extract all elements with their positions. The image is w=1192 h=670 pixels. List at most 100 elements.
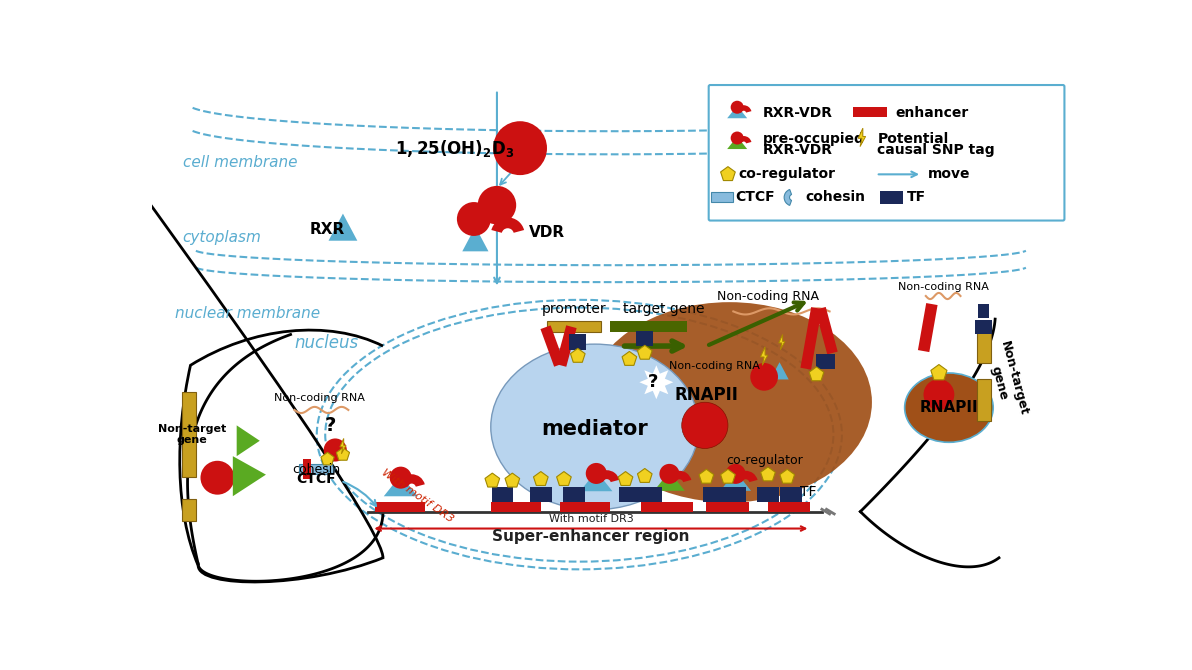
Text: ?: ? [648,373,658,391]
Text: RNAPII: RNAPII [675,385,738,403]
Text: Super-enhancer region: Super-enhancer region [492,529,690,544]
Polygon shape [858,128,865,147]
Bar [530,487,552,502]
Polygon shape [505,473,520,487]
Polygon shape [639,365,673,399]
Bar [817,354,836,369]
Text: co-regulator: co-regulator [726,454,802,467]
Wedge shape [398,474,424,486]
Bar [563,487,585,502]
Text: CTCF: CTCF [735,190,775,204]
Bar [979,304,989,318]
Text: cell membrane: cell membrane [182,155,297,170]
Circle shape [682,402,728,448]
Bar [757,487,778,502]
Polygon shape [721,167,735,181]
Text: CTCF: CTCF [296,472,336,486]
Bar [768,502,811,513]
Bar [710,192,733,202]
Text: cohesin: cohesin [805,190,865,204]
Text: co-regulator: co-regulator [739,168,836,182]
Circle shape [659,464,679,484]
Text: RNAPII: RNAPII [919,400,979,415]
Text: causal SNP tag: causal SNP tag [877,143,995,157]
Text: cytoplasm: cytoplasm [182,230,262,245]
Text: RXR: RXR [310,222,344,237]
Text: Potential: Potential [877,132,949,146]
Bar [640,487,662,502]
FancyBboxPatch shape [709,85,1064,220]
Text: Non-coding RNA: Non-coding RNA [716,290,819,303]
Text: Non-target
gene: Non-target gene [983,340,1030,421]
Text: nuclear membrane: nuclear membrane [175,306,321,320]
Polygon shape [760,347,768,365]
Text: RXR-VDR: RXR-VDR [763,143,832,157]
Bar [880,191,902,204]
Polygon shape [727,137,747,149]
Text: TF: TF [800,485,817,499]
Text: enhancer: enhancer [895,106,968,120]
Bar [781,487,802,502]
Text: Non-coding RNA: Non-coding RNA [670,361,760,371]
Polygon shape [622,352,637,365]
Text: mediator: mediator [541,419,648,440]
Polygon shape [638,468,652,482]
Wedge shape [325,454,335,474]
Bar [641,502,694,513]
Polygon shape [780,469,795,483]
Polygon shape [699,469,714,483]
Polygon shape [557,472,571,486]
Ellipse shape [491,344,699,510]
Text: With motif DR3: With motif DR3 [380,468,455,525]
Text: promoter: promoter [541,302,607,316]
Text: ?: ? [325,416,336,435]
Bar [540,326,564,366]
Wedge shape [735,105,751,113]
Polygon shape [721,469,735,483]
Circle shape [731,131,744,145]
Circle shape [457,202,491,236]
Polygon shape [931,364,946,380]
Circle shape [726,464,746,484]
Circle shape [324,438,347,462]
Bar [619,487,640,502]
Text: target gene: target gene [623,302,704,316]
Bar [182,499,195,521]
Wedge shape [784,190,791,206]
Circle shape [200,461,235,494]
Polygon shape [720,472,751,491]
Polygon shape [321,452,334,465]
Ellipse shape [905,373,993,442]
Polygon shape [760,467,775,481]
Bar [491,487,513,502]
Bar [637,331,653,346]
Polygon shape [809,367,824,381]
Polygon shape [485,473,499,487]
Polygon shape [534,472,548,486]
Wedge shape [734,471,758,482]
Polygon shape [581,471,613,491]
Polygon shape [770,362,789,379]
Circle shape [924,379,955,410]
Text: cohesin: cohesin [292,463,340,476]
Polygon shape [329,214,358,241]
Text: TF: TF [907,190,926,204]
Bar [303,459,311,479]
Polygon shape [571,348,585,362]
Ellipse shape [586,302,871,502]
Bar [560,502,610,513]
Wedge shape [491,218,524,232]
Circle shape [478,186,516,224]
Circle shape [493,121,547,175]
Bar [703,487,725,502]
Bar [975,320,992,334]
Wedge shape [668,471,691,482]
Text: Non-coding RNA: Non-coding RNA [274,393,365,403]
Bar [375,502,426,513]
Wedge shape [595,470,620,482]
Polygon shape [232,456,266,496]
Bar [182,392,195,477]
Text: nucleus: nucleus [294,334,359,352]
Polygon shape [727,106,747,118]
Bar [918,303,938,352]
